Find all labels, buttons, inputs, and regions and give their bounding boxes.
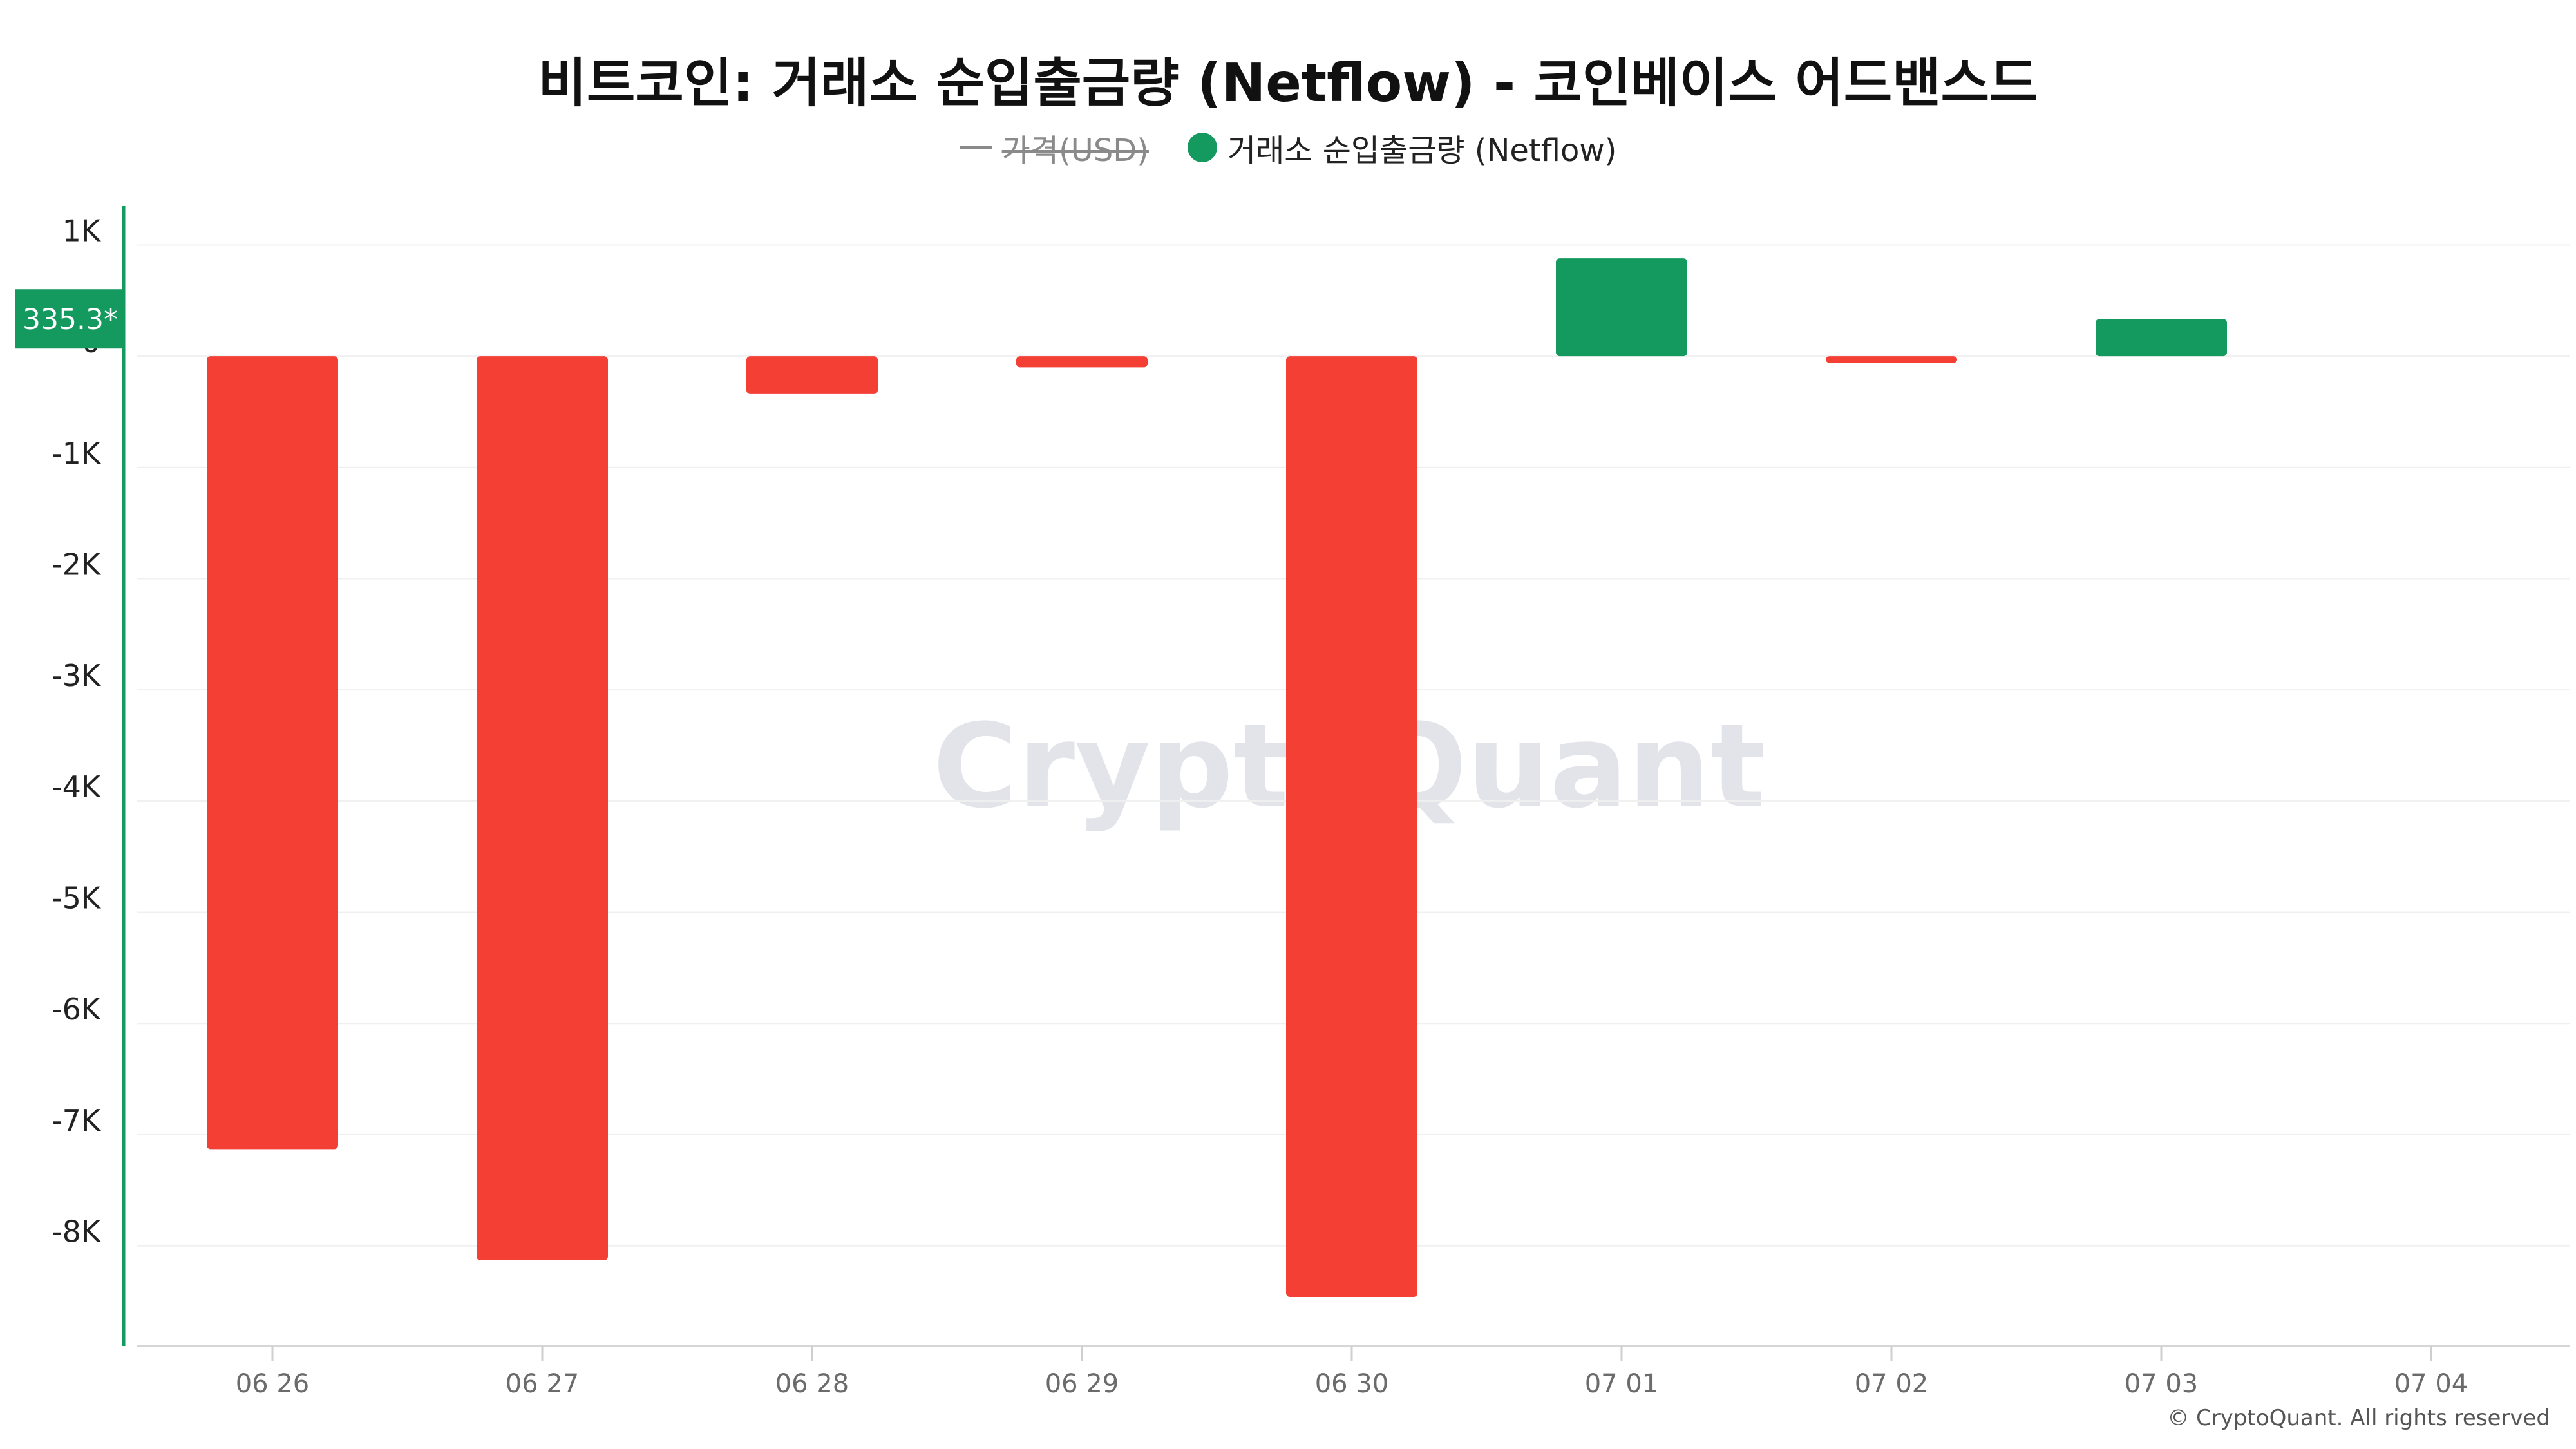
- y-tick-label: -5K: [52, 881, 102, 916]
- x-tick-label: 06 26: [236, 1369, 310, 1399]
- bar: [207, 356, 338, 1150]
- legend: 가격(USD) 거래소 순입출금량 (Netflow): [0, 125, 2576, 170]
- legend-line-icon: [959, 146, 992, 149]
- bar: [2096, 319, 2227, 357]
- bar: [477, 356, 608, 1261]
- y-tick-label: -8K: [52, 1215, 102, 1249]
- y-tick-label: -1K: [52, 436, 102, 471]
- y-tick-label: -2K: [52, 547, 102, 582]
- x-tick-label: 06 29: [1045, 1369, 1119, 1399]
- bar: [1286, 356, 1417, 1298]
- x-tick-label: 07 02: [1855, 1369, 1929, 1399]
- legend-item-netflow[interactable]: 거래소 순입출금량 (Netflow): [1187, 125, 1617, 170]
- x-tick-label: 06 28: [775, 1369, 849, 1399]
- chart-title: 비트코인: 거래소 순입출금량 (Netflow) - 코인베이스 어드밴스드: [538, 53, 2038, 114]
- x-tick-label: 07 04: [2394, 1369, 2468, 1399]
- legend-item-price[interactable]: 가격(USD): [959, 125, 1149, 170]
- y-tick-label: -3K: [52, 658, 102, 693]
- legend-dot-icon: [1187, 133, 1217, 162]
- legend-label-netflow: 거래소 순입출금량 (Netflow): [1227, 133, 1617, 169]
- current-value-label: 335.3*: [23, 303, 118, 336]
- x-tick-label: 06 30: [1315, 1369, 1389, 1399]
- bar: [1826, 356, 1957, 363]
- legend-label-price: 가격(USD): [1001, 133, 1149, 169]
- bar: [746, 356, 878, 394]
- y-tick-label: -6K: [52, 992, 102, 1027]
- copyright-notice: © CryptoQuant. All rights reserved: [2167, 1405, 2550, 1431]
- y-tick-label: -4K: [52, 770, 102, 804]
- bar: [1016, 356, 1148, 368]
- y-tick-label: -7K: [52, 1103, 102, 1138]
- y-tick-label: 1K: [62, 213, 102, 248]
- bar: [1556, 258, 1687, 357]
- current-value-badge: [15, 289, 125, 349]
- x-tick-label: 07 01: [1585, 1369, 1659, 1399]
- x-tick-label: 07 03: [2125, 1369, 2199, 1399]
- x-tick-label: 06 27: [506, 1369, 580, 1399]
